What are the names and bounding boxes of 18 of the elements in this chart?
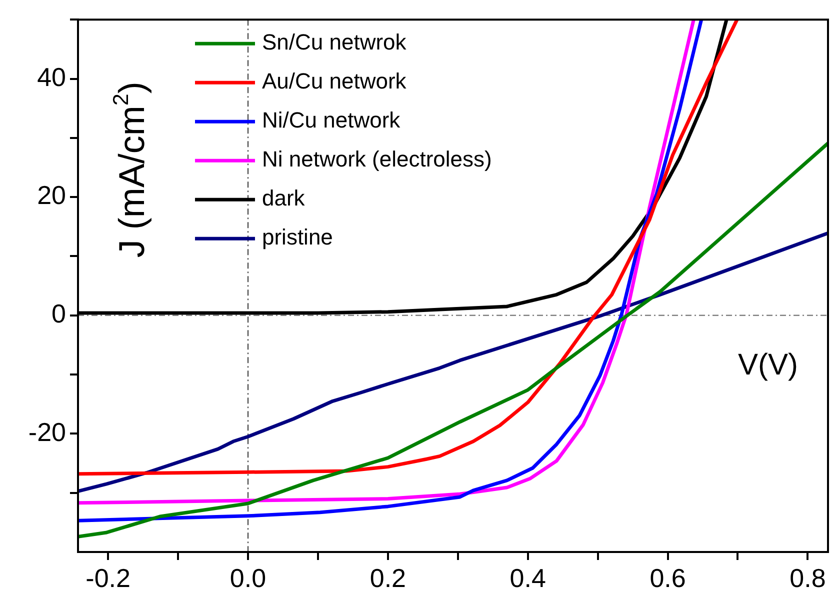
y-tick-label: 20 bbox=[37, 180, 66, 210]
legend-label: Ni network (electroless) bbox=[262, 146, 492, 172]
x-tick-label: -0.2 bbox=[86, 562, 130, 593]
legend-label: Sn/Cu netwrok bbox=[262, 30, 408, 55]
legend-label: Au/Cu network bbox=[262, 68, 408, 94]
x-tick-label: 0.8 bbox=[790, 562, 826, 593]
x-tick-label: 0.2 bbox=[370, 562, 406, 593]
legend-label: Ni/Cu network bbox=[262, 108, 402, 133]
legend-label: pristine bbox=[262, 224, 333, 250]
x-tick-label: 0.0 bbox=[230, 562, 266, 593]
x-tick-label: 0.4 bbox=[510, 562, 546, 593]
y-tick-label: 40 bbox=[37, 62, 66, 92]
x-axis-title: V(V) bbox=[738, 348, 798, 382]
x-tick-label: 0.6 bbox=[650, 562, 686, 593]
y-tick-label: 0 bbox=[52, 298, 66, 329]
y-tick-label: -20 bbox=[28, 416, 66, 447]
y-axis-title: J (mA/cm2) bbox=[108, 82, 152, 258]
legend-label: dark bbox=[262, 186, 306, 211]
